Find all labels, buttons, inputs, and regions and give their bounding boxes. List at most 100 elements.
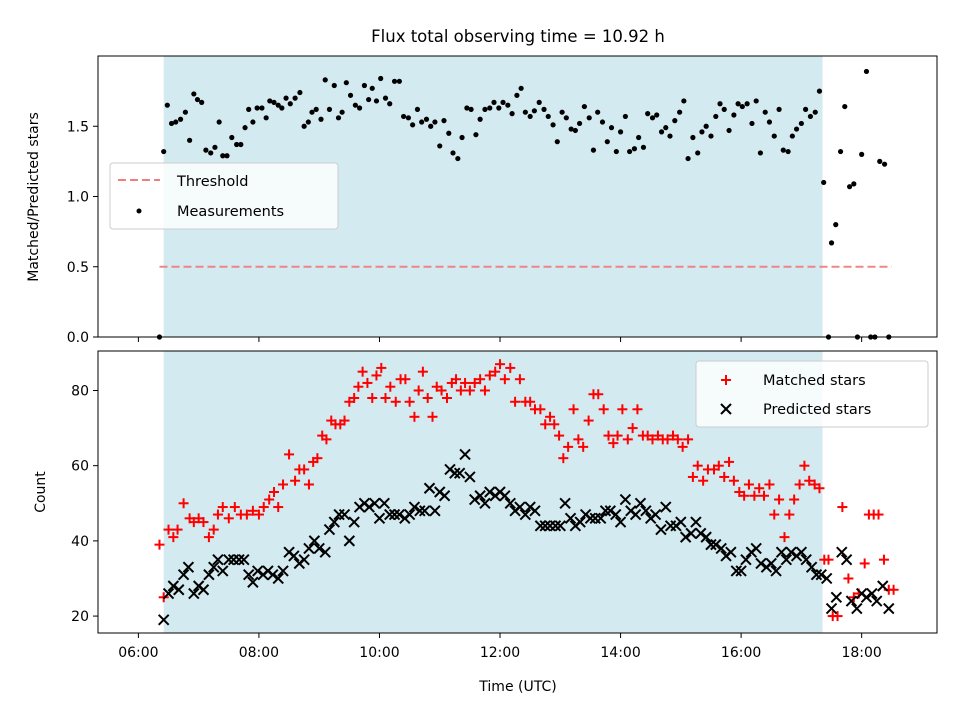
measurement-point [216, 119, 222, 125]
measurement-point [757, 150, 764, 156]
predicted-star-point [785, 546, 797, 558]
predicted-star-point [343, 535, 356, 547]
measurement-point [182, 109, 188, 115]
measurement-point [847, 184, 853, 190]
measurement-point [713, 113, 719, 120]
measurement-point [292, 95, 298, 101]
matched-star-point [832, 611, 843, 622]
measurement-point [309, 109, 315, 115]
measurement-point [242, 125, 248, 131]
ratio-panel: 0.0 0.5 1.0 1.5 Flux total observing time =… [26, 27, 938, 346]
measurement-point [658, 129, 665, 135]
predicted-star-point [438, 490, 451, 502]
predicted-star-point [408, 501, 421, 513]
matched-star-point [380, 393, 391, 403]
predicted-star-point [775, 546, 788, 558]
matched-star-point [563, 441, 574, 452]
matched-star-point [549, 419, 560, 430]
measurement-point [347, 92, 354, 98]
predicted-star-point [303, 542, 315, 555]
measurement-point [234, 141, 240, 148]
measurement-points [156, 68, 892, 340]
measurement-point [703, 123, 709, 129]
measurement-point [177, 116, 184, 122]
predicted-star-point [690, 516, 702, 528]
matched-star-point [385, 381, 396, 392]
predicted-star-point [574, 516, 586, 528]
measurement-point [275, 102, 281, 108]
matched-star-point [349, 393, 360, 403]
matched-star-point [464, 385, 475, 396]
measurement-point [837, 148, 844, 155]
matched-star-point [789, 494, 800, 505]
measurement-point [301, 123, 307, 129]
predicted-star-point [845, 595, 858, 607]
measurement-point [550, 122, 556, 128]
matched-star-point [404, 396, 415, 407]
measurement-point [527, 113, 533, 120]
y-tick-label: 80 [71, 383, 89, 399]
matched-star-point [622, 434, 633, 445]
count-y-axis-label: Count [33, 471, 49, 513]
measurement-point [446, 130, 452, 136]
matched-star-point [784, 509, 795, 520]
predicted-star-point [464, 471, 476, 483]
matched-star-point [719, 471, 730, 482]
predicted-star-point [820, 572, 833, 585]
measurement-point [766, 119, 773, 125]
measurement-point [414, 106, 421, 112]
matched-star-point [823, 554, 834, 565]
measurement-point [220, 153, 226, 159]
matched-star-point [312, 453, 323, 464]
measurement-point [423, 116, 430, 122]
matched-star-point [873, 509, 884, 520]
matched-star-point [499, 374, 510, 385]
measurement-point [387, 101, 393, 107]
y-tick-label: 1.5 [67, 119, 89, 135]
measurement-point [780, 147, 786, 153]
matched-star-point [698, 475, 709, 486]
measurement-point [491, 99, 497, 105]
predicted-star-point [504, 497, 516, 509]
matched-star-point [724, 456, 735, 467]
measurement-point [496, 105, 502, 111]
matched-star-point [268, 487, 279, 497]
predicted-star-point [529, 505, 541, 517]
matched-star-point [769, 509, 780, 520]
measurement-point [672, 118, 678, 124]
measurement-point [627, 148, 633, 155]
measurement-point [690, 134, 696, 141]
measurement-point [695, 150, 701, 156]
measurement-point [343, 80, 349, 86]
measurement-point [559, 109, 565, 115]
measurement-point [622, 113, 628, 120]
measurement-point [581, 103, 588, 110]
matched-star-point [172, 524, 183, 535]
predicted-star-point [883, 602, 895, 615]
predicted-stars-points [157, 448, 895, 626]
measurement-point [776, 106, 782, 112]
matched-star-point [455, 385, 466, 396]
measurement-point [335, 115, 342, 121]
measurement-point [731, 112, 737, 118]
predicted-star-point [459, 448, 471, 461]
measurement-point [459, 134, 465, 141]
measurement-point [432, 119, 438, 125]
matched-star-point [647, 434, 658, 445]
measurement-point [599, 119, 606, 125]
matched-star-point [573, 434, 584, 445]
measurement-point [717, 101, 723, 107]
matched-star-point [779, 532, 790, 543]
predicted-star-point [479, 497, 491, 509]
matched-star-point [739, 490, 750, 501]
measurement-point [419, 119, 425, 125]
matched-star-point [632, 404, 643, 415]
measurement-point [164, 102, 170, 108]
measurement-point [168, 120, 175, 127]
measurement-point [833, 222, 839, 228]
predicted-star-point [323, 523, 336, 536]
measurement-point [441, 118, 447, 124]
measurement-point [699, 129, 705, 135]
matched-star-point [475, 374, 486, 385]
